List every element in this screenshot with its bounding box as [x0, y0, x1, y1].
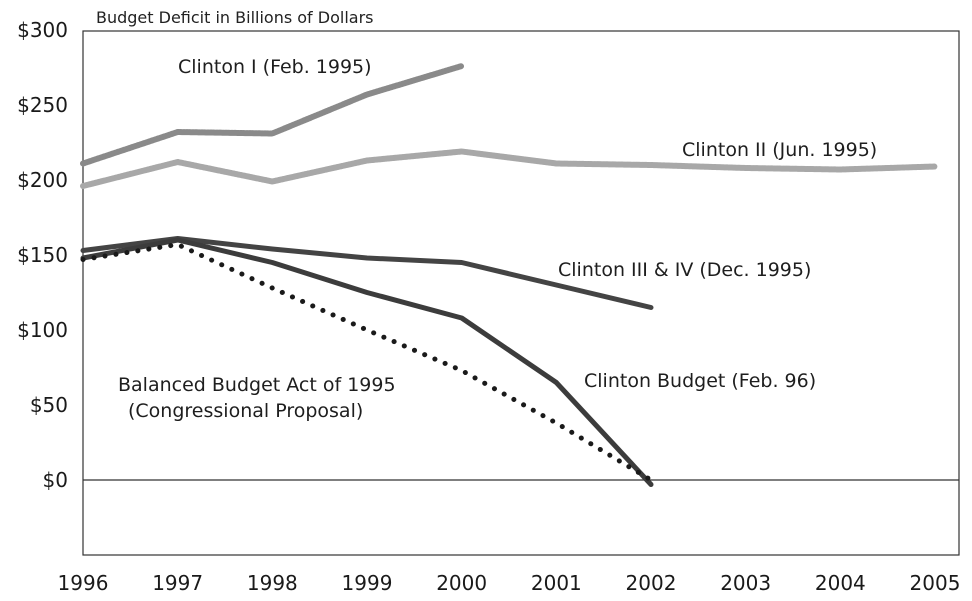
y-tick-label: $150: [17, 243, 68, 267]
chart-title: Budget Deficit in Billions of Dollars: [96, 8, 373, 27]
y-tick-label: $50: [30, 393, 68, 417]
series-line-clinton-budget: [80, 237, 654, 487]
series-line-clinton-1: [80, 63, 465, 167]
x-tick-label: 1998: [247, 571, 298, 595]
y-tick-label: $0: [43, 468, 68, 492]
x-tick-label: 2000: [436, 571, 487, 595]
x-tick-label: 2004: [815, 571, 866, 595]
y-axis: $300 $250 $200 $150 $100 $50 $0: [17, 18, 68, 492]
plot-area: [82, 30, 960, 556]
series-label-clinton-3-4: Clinton III & IV (Dec. 1995): [558, 259, 811, 281]
series-label-clinton-1: Clinton I (Feb. 1995): [178, 56, 372, 78]
y-tick-label: $250: [17, 93, 68, 117]
series-line-clinton-2: [80, 148, 938, 189]
x-tick-label: 1999: [342, 571, 393, 595]
series-layer: [80, 63, 938, 487]
y-tick-label: $100: [17, 318, 68, 342]
series-label-balanced-budget-act: Balanced Budget Act of 1995: [118, 374, 396, 396]
x-tick-label: 1996: [58, 571, 109, 595]
series-label-clinton-budget: Clinton Budget (Feb. 96): [584, 370, 816, 392]
x-axis: 1996 1997 1998 1999 2000 2001 2002 2003 2004 2005: [58, 571, 961, 595]
x-tick-label: 2001: [531, 571, 582, 595]
x-tick-label: 2005: [910, 571, 961, 595]
x-tick-label: 2002: [626, 571, 677, 595]
series-label-clinton-2: Clinton II (Jun. 1995): [682, 139, 877, 161]
x-tick-label: 2003: [720, 571, 771, 595]
y-tick-label: $200: [17, 168, 68, 192]
series-label-congressional-proposal: (Congressional Proposal): [128, 400, 363, 422]
y-tick-label: $300: [17, 18, 68, 42]
x-tick-label: 1997: [152, 571, 203, 595]
